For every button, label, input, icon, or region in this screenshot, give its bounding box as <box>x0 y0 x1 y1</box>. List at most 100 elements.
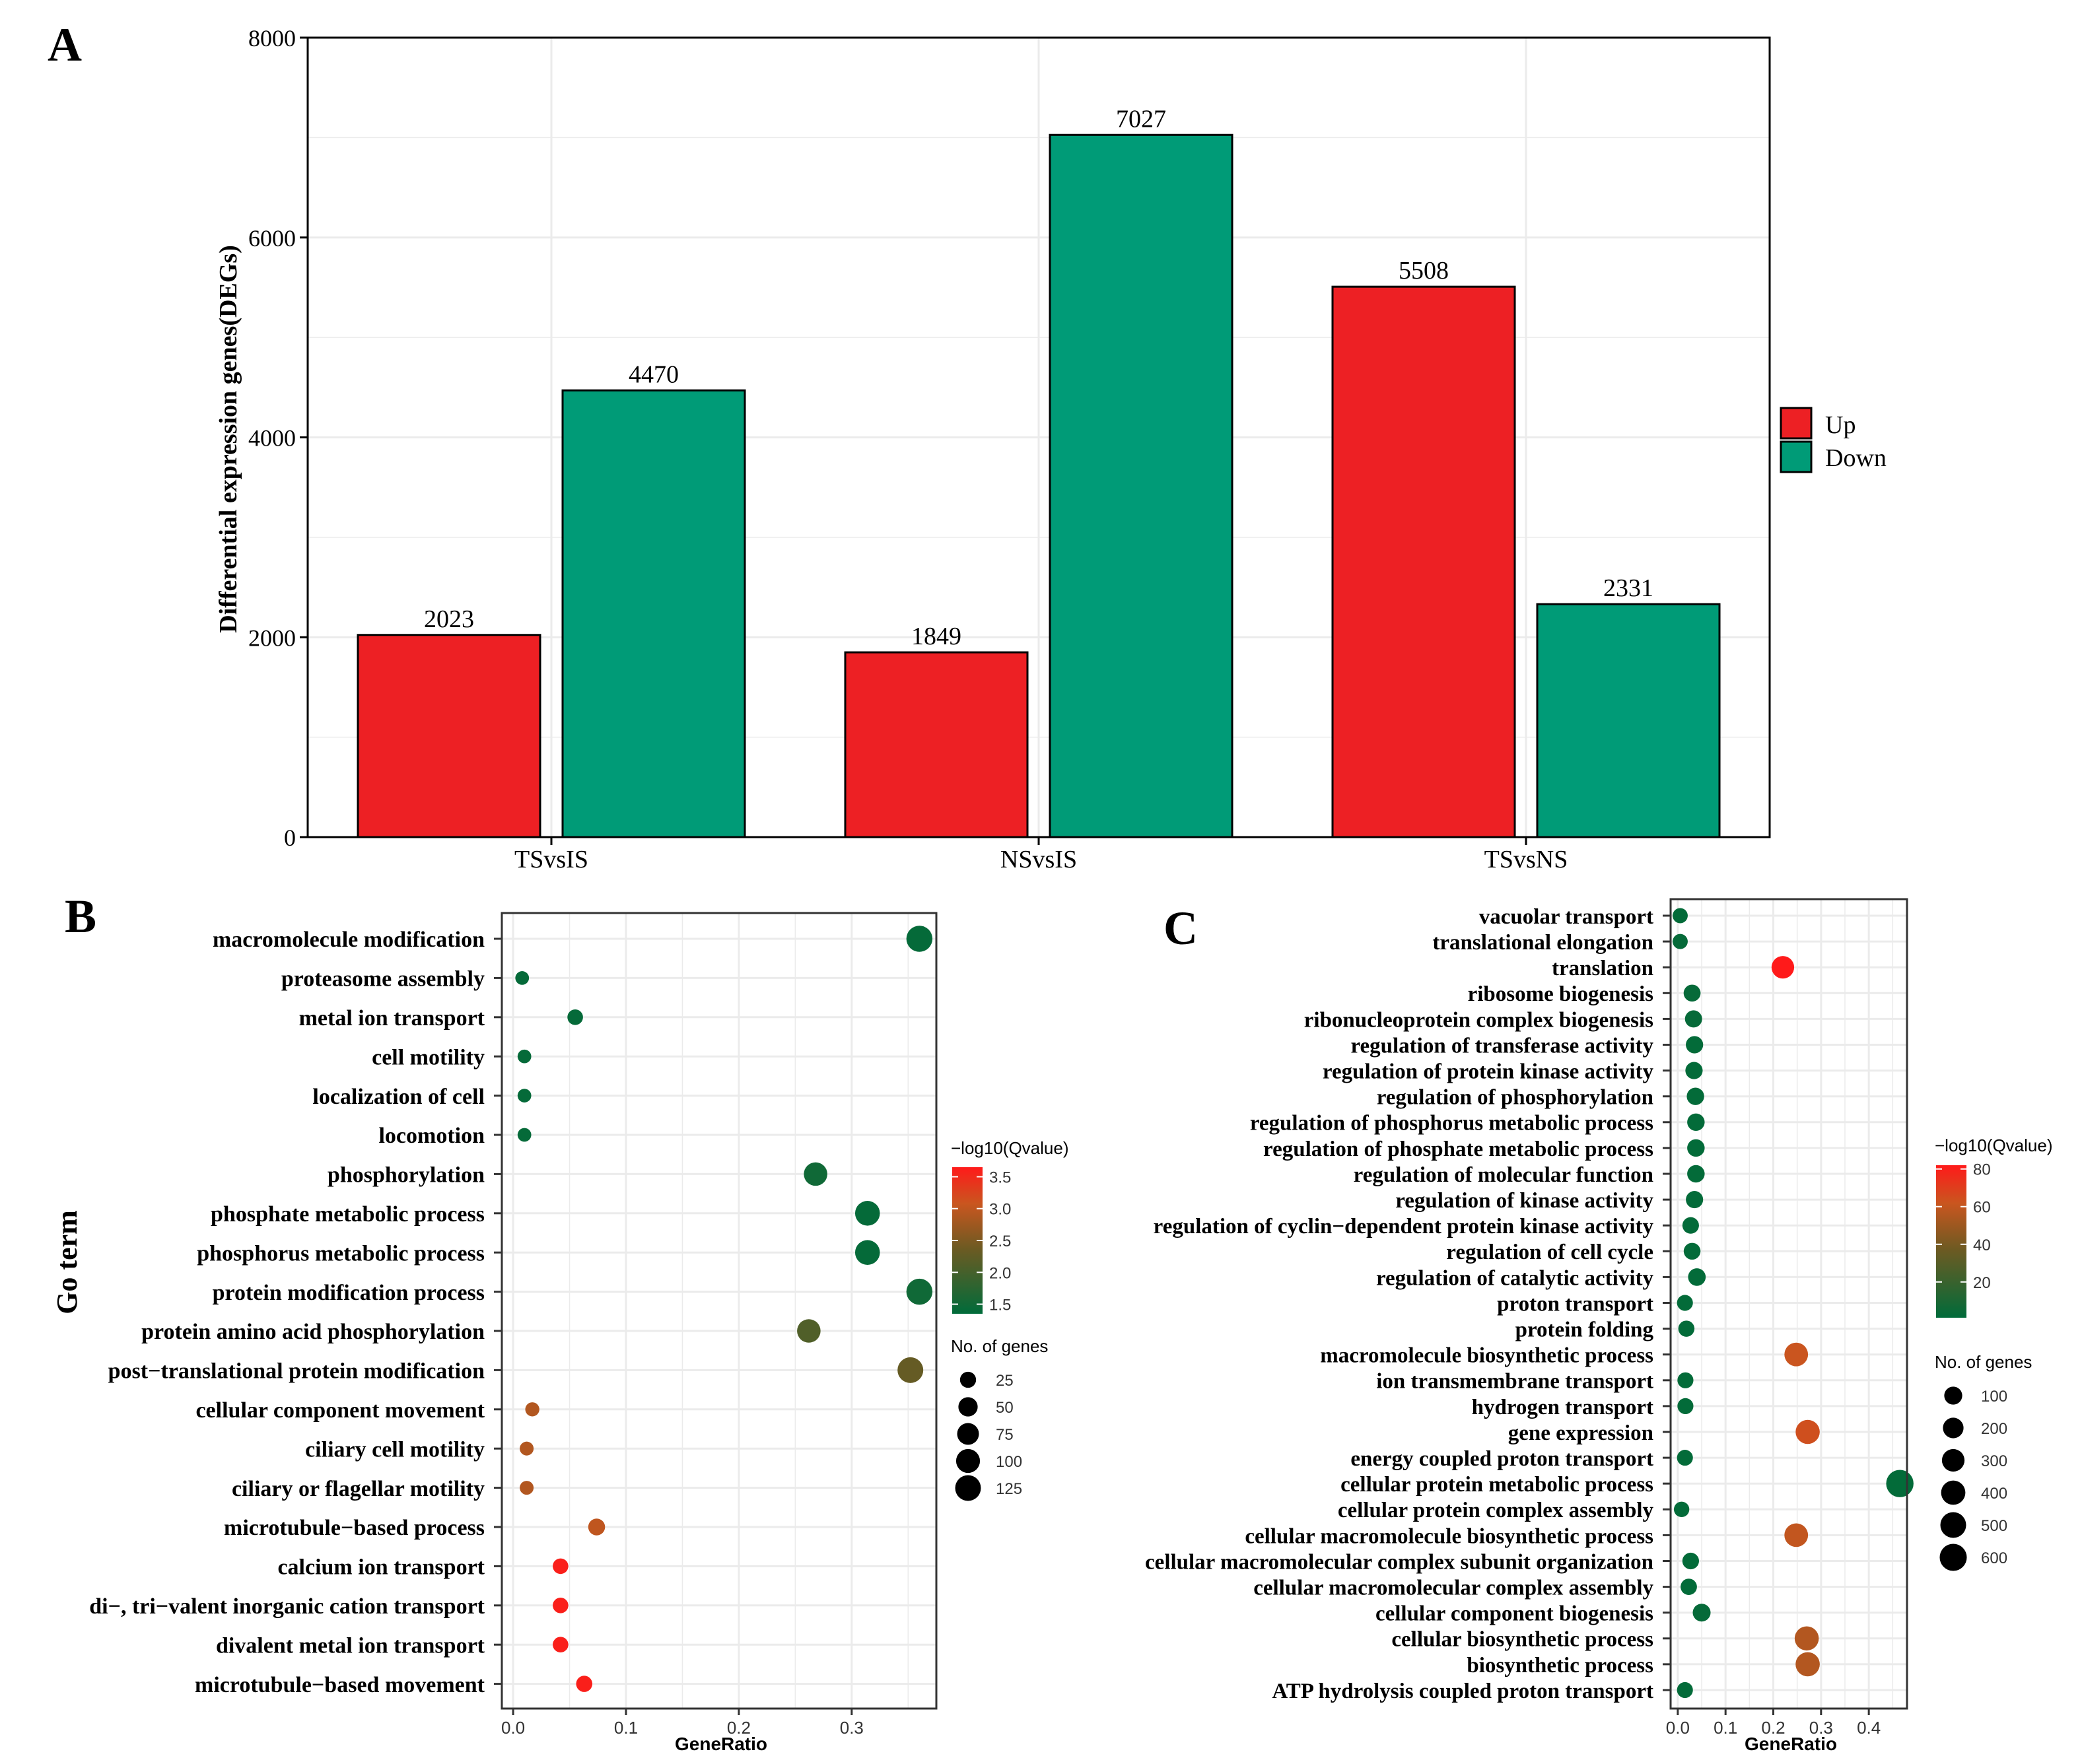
y-tick-label: 4000 <box>248 425 296 452</box>
go-term-point <box>897 1357 924 1383</box>
panel-c-x-axis-title: GeneRatio <box>1745 1734 1837 1754</box>
go-term-point <box>1684 1010 1702 1028</box>
go-term-label: ATP hydrolysis coupled proton transport <box>1272 1679 1653 1703</box>
color-legend-tick-label: 40 <box>1973 1237 1991 1254</box>
x-tick-label: TSvsNS <box>1484 846 1568 873</box>
go-term-point <box>517 1128 532 1142</box>
size-legend-dot <box>1940 1512 1966 1538</box>
x-tick-label: 0.2 <box>727 1718 751 1738</box>
size-legend-dot <box>1944 1386 1962 1405</box>
panel-b-size-legend: No. of genes 25 50 75 100 125 <box>951 1336 1048 1501</box>
go-term-point <box>1686 1191 1704 1209</box>
y-tick-label: 2000 <box>248 625 296 651</box>
bar-value-label: 2331 <box>1603 574 1653 602</box>
go-term-label: protein amino acid phosphorylation <box>141 1320 485 1344</box>
go-term-point <box>1685 1062 1703 1079</box>
go-term-label: translation <box>1552 957 1653 980</box>
go-term-point <box>553 1637 569 1653</box>
panel-c-gridlines <box>1671 899 1907 1709</box>
go-term-label: regulation of phosphorus metabolic proce… <box>1250 1112 1653 1136</box>
go-term-label: ribonucleoprotein complex biogenesis <box>1304 1008 1653 1032</box>
size-legend-label: 200 <box>1981 1420 2007 1438</box>
x-tick-label: 0.1 <box>1714 1718 1737 1738</box>
size-legend-dot <box>955 1475 981 1501</box>
go-term-point <box>1784 1523 1809 1547</box>
panel-b-color-legend: −log10(Qvalue) 1.5 2.0 2.5 3.0 3.5 <box>951 1138 1069 1314</box>
size-legend-dot <box>1939 1544 1967 1571</box>
go-term-label: ribosome biogenesis <box>1468 982 1654 1006</box>
go-term-point <box>1678 1320 1695 1337</box>
go-term-point <box>1683 984 1701 1002</box>
panel-b-size-legend-title: No. of genes <box>951 1336 1048 1356</box>
go-term-point <box>906 926 933 952</box>
go-term-point <box>1682 1217 1699 1234</box>
x-tick-label: NSvsIS <box>1000 846 1077 873</box>
go-term-point <box>797 1319 821 1343</box>
go-term-point <box>1687 1139 1705 1157</box>
size-legend-label: 100 <box>1981 1388 2007 1406</box>
size-legend-label: 600 <box>1981 1549 2007 1567</box>
go-term-label: cellular macromolecular complex assembly <box>1253 1576 1653 1600</box>
go-term-label: cellular component biogenesis <box>1375 1602 1653 1626</box>
panel-b-points <box>515 926 933 1692</box>
go-term-point <box>1683 1242 1701 1260</box>
bar-up <box>357 634 541 838</box>
go-term-point <box>854 1201 880 1226</box>
color-legend-tick-label: 3.0 <box>989 1201 1011 1219</box>
go-term-point <box>1686 1036 1704 1054</box>
go-term-label: cell motility <box>372 1045 485 1069</box>
panel-a-y-axis-title: Differential expression genes(DEGs) <box>215 245 242 633</box>
go-term-point <box>1673 1501 1690 1517</box>
go-term-point <box>1677 1450 1693 1466</box>
panel-b-y-axis-title: Go term <box>51 1210 83 1314</box>
go-term-point <box>1692 1604 1711 1622</box>
go-term-label: localization of cell <box>312 1085 485 1109</box>
panel-b: B macromolecule modification proteasome a… <box>51 890 1069 1754</box>
go-term-label: regulation of cyclin−dependent protein k… <box>1154 1215 1654 1238</box>
panel-c-color-legend-title: −log10(Qvalue) <box>1935 1136 2053 1155</box>
go-term-label: di−, tri−valent inorganic cation transpo… <box>89 1594 485 1619</box>
panel-b-axes: macromolecule modification proteasome ass… <box>89 912 938 1738</box>
legend-label-down: Down <box>1825 444 1887 472</box>
size-legend-dot <box>1943 1417 1964 1439</box>
go-term-label: biosynthetic process <box>1467 1654 1653 1678</box>
go-term-label: regulation of catalytic activity <box>1376 1266 1654 1290</box>
go-term-label: calcium ion transport <box>277 1555 485 1580</box>
x-tick-label: 0.4 <box>1857 1718 1881 1738</box>
go-term-label: proton transport <box>1497 1292 1653 1316</box>
go-term-label: post−translational protein modification <box>108 1359 485 1384</box>
go-term-point <box>553 1597 569 1613</box>
go-term-label: ciliary cell motility <box>305 1437 485 1462</box>
go-term-label: phosphorylation <box>328 1163 485 1188</box>
panel-b-color-legend-title: −log10(Qvalue) <box>951 1138 1069 1158</box>
go-term-label: regulation of kinase activity <box>1395 1189 1653 1213</box>
panel-a-axes: 0 2000 4000 6000 8000 TSvsIS NSvsIS TSvsNS <box>248 25 1771 873</box>
size-legend-dot <box>955 1448 981 1474</box>
go-term-point <box>1771 956 1795 979</box>
legend-swatch-down <box>1780 440 1813 473</box>
go-term-point <box>1672 933 1688 949</box>
panel-label-c: C <box>1163 902 1198 955</box>
size-legend-label: 50 <box>996 1399 1014 1417</box>
legend-swatch-up <box>1780 407 1813 440</box>
go-term-point <box>525 1402 539 1417</box>
go-term-label: macromolecule biosynthetic process <box>1320 1344 1653 1368</box>
x-tick-label: 0.2 <box>1761 1718 1785 1738</box>
bar-down <box>561 389 746 838</box>
go-term-label: locomotion <box>378 1124 485 1148</box>
go-term-point <box>1677 1295 1693 1311</box>
size-legend-dot <box>957 1423 979 1445</box>
go-term-label: regulation of phosphorylation <box>1377 1086 1653 1110</box>
panel-c-border <box>1669 898 1908 1710</box>
x-tick-label: 0.3 <box>840 1718 864 1738</box>
go-term-point <box>576 1676 593 1692</box>
go-term-point <box>1795 1652 1820 1677</box>
size-legend-label: 125 <box>996 1480 1022 1498</box>
go-term-point <box>854 1240 880 1265</box>
go-term-label: proteasome assembly <box>281 967 485 992</box>
go-term-point <box>520 1441 534 1456</box>
size-legend-dot <box>959 1371 977 1388</box>
go-term-point <box>906 1278 933 1305</box>
go-term-label: cellular component movement <box>195 1398 485 1423</box>
